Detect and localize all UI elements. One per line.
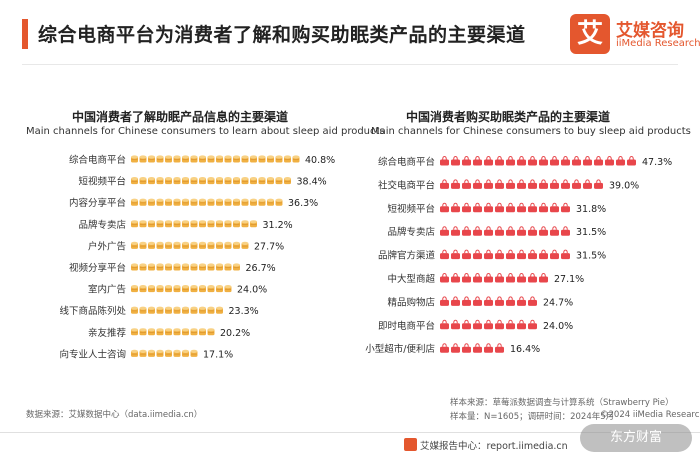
value-label: 38.4% bbox=[297, 177, 327, 188]
bar bbox=[440, 226, 570, 236]
category-label: 户外广告 bbox=[88, 240, 126, 252]
category-label: 亲友推荐 bbox=[88, 327, 127, 339]
value-label: 40.8% bbox=[305, 155, 335, 166]
category-label: 品牌官方渠道 bbox=[378, 250, 436, 262]
bar bbox=[131, 285, 232, 293]
category-label: 室内广告 bbox=[88, 284, 126, 296]
category-label: 精品购物店 bbox=[387, 296, 435, 308]
category-label: 品牌专卖店 bbox=[78, 219, 126, 231]
page-title: 综合电商平台为消费者了解和购买助眠类产品的主要渠道 bbox=[38, 24, 526, 46]
bar bbox=[131, 220, 257, 228]
right-chart-title: 中国消费者购买助眠类产品的主要渠道 bbox=[406, 110, 611, 124]
sample-size-note: 样本量：N=1605；调研时间：2024年5月 bbox=[450, 412, 615, 422]
category-label: 社交电商平台 bbox=[378, 179, 435, 191]
value-label: 17.1% bbox=[203, 349, 233, 360]
left-chart-title: 中国消费者了解助眠产品信息的主要渠道 bbox=[72, 110, 289, 124]
footer-divider bbox=[0, 432, 700, 433]
sample-source-note: 样本来源：草莓派数据调查与计算系统（Strawberry Pie） bbox=[450, 398, 674, 408]
category-label: 即时电商平台 bbox=[378, 320, 435, 332]
bar bbox=[131, 155, 300, 163]
value-label: 47.3% bbox=[642, 157, 672, 168]
right-chart-subtitle: Main channels for Chinese consumers to b… bbox=[371, 126, 691, 137]
bar bbox=[131, 263, 240, 271]
value-label: 23.3% bbox=[229, 306, 259, 317]
value-label: 24.0% bbox=[543, 321, 573, 332]
bar bbox=[131, 198, 283, 206]
bar bbox=[440, 179, 603, 189]
value-label: 24.7% bbox=[543, 297, 573, 308]
header-divider bbox=[22, 64, 678, 65]
bar bbox=[440, 202, 570, 213]
bar bbox=[131, 306, 223, 314]
right-channel-bar-chart: 综合电商平台 47.3% 社交电商平台 39.0% 短视频平台 31.8% 品牌专卖店 31.… bbox=[365, 155, 672, 355]
copyright-note: ©2024 iiMedia Research Inc bbox=[600, 410, 700, 420]
bar bbox=[131, 177, 291, 185]
bar bbox=[440, 155, 636, 166]
bar bbox=[131, 349, 198, 357]
value-label: 26.7% bbox=[246, 263, 276, 274]
value-label: 16.4% bbox=[510, 344, 540, 355]
value-label: 39.0% bbox=[609, 180, 639, 191]
bar bbox=[440, 319, 537, 330]
bar bbox=[131, 328, 215, 336]
category-label: 内容分享平台 bbox=[69, 197, 126, 209]
iimedia-logo[interactable]: 艾 艾媒咨询 iiMedia Research bbox=[570, 14, 700, 56]
logo-text-cn: 艾媒咨询 bbox=[616, 21, 684, 41]
left-chart-subtitle: Main channels for Chinese consumers to l… bbox=[26, 126, 385, 137]
bar bbox=[440, 272, 548, 283]
report-center-link[interactable]: 艾媒报告中心：report.iimedia.cn bbox=[420, 441, 568, 452]
value-label: 31.5% bbox=[576, 227, 606, 238]
logo-mark-icon: 艾 bbox=[570, 14, 610, 54]
value-label: 27.7% bbox=[254, 241, 284, 252]
value-label: 27.1% bbox=[554, 274, 584, 285]
value-label: 20.2% bbox=[220, 328, 250, 339]
value-label: 36.3% bbox=[288, 198, 318, 209]
bar bbox=[440, 343, 504, 353]
data-source-note: 数据来源：艾媒数据中心（data.iimedia.cn） bbox=[26, 410, 203, 420]
value-label: 24.0% bbox=[237, 285, 267, 296]
category-label: 小型超市/便利店 bbox=[365, 343, 435, 355]
title-accent-bar bbox=[22, 19, 28, 49]
category-label: 视频分享平台 bbox=[69, 262, 126, 274]
value-label: 31.5% bbox=[576, 251, 606, 262]
bar bbox=[440, 296, 537, 306]
category-label: 短视频平台 bbox=[387, 203, 435, 215]
category-label: 综合电商平台 bbox=[69, 154, 126, 166]
value-label: 31.2% bbox=[263, 220, 293, 231]
bar bbox=[440, 249, 570, 260]
category-label: 线下商品陈列处 bbox=[59, 305, 126, 317]
category-label: 中大型商超 bbox=[387, 273, 435, 285]
left-channel-bar-chart: 综合电商平台 40.8% 短视频平台 38.4% 内容分享平台 36.3% 品牌专卖店 31.… bbox=[59, 154, 335, 360]
watermark: 东方财富 bbox=[580, 424, 692, 452]
category-label: 向专业人士咨询 bbox=[59, 348, 126, 360]
category-label: 短视频平台 bbox=[78, 176, 126, 188]
category-label: 综合电商平台 bbox=[378, 156, 435, 168]
category-label: 品牌专卖店 bbox=[387, 226, 435, 238]
logo-text-en: iiMedia Research bbox=[616, 38, 700, 49]
value-label: 31.8% bbox=[576, 204, 606, 215]
bar bbox=[131, 241, 249, 249]
report-center-icon bbox=[404, 438, 417, 451]
